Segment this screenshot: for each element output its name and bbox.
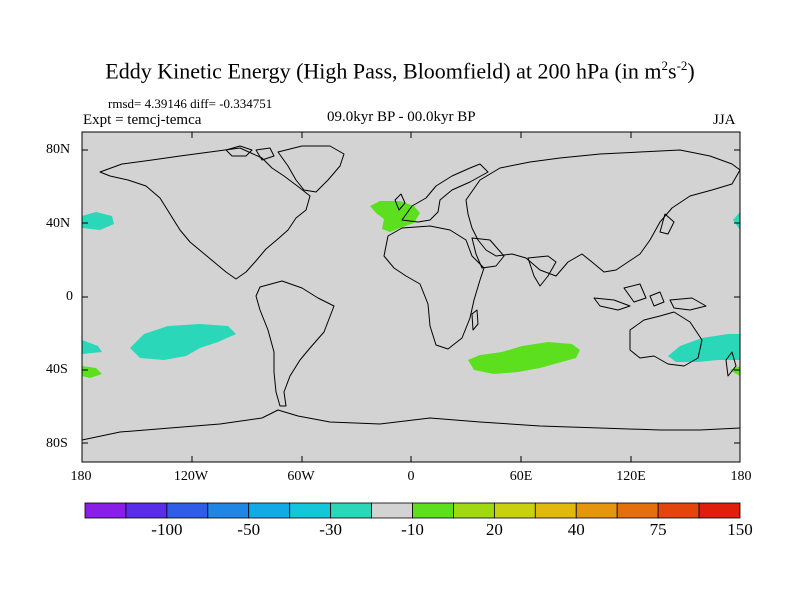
- colorbar-label: 40: [567, 520, 585, 539]
- north-pacific-west-cyan: [82, 212, 114, 230]
- lat-label-80s: 80S: [46, 436, 68, 451]
- south-pacific-west-edge-cyan: [82, 340, 102, 354]
- north-pacific-east-cyan: [733, 212, 740, 230]
- lon-label-120w: 120W: [173, 469, 209, 484]
- colorbar-swatch: [453, 502, 495, 519]
- colorbar-swatch: [166, 502, 209, 519]
- colorbar-label: -30: [319, 520, 342, 539]
- south-indian-ocean-green: [468, 342, 580, 374]
- south-west-edge-green: [82, 366, 102, 378]
- colorbar-swatch: [371, 502, 413, 519]
- colorbar-swatch: [84, 502, 127, 519]
- anomaly-regions: [82, 201, 740, 378]
- colorbar-swatch: [248, 502, 291, 519]
- colorbar: [84, 502, 741, 519]
- colorbar-swatch: [289, 502, 332, 519]
- season-label: JJA: [713, 112, 736, 128]
- colorbar-swatch: [330, 502, 372, 519]
- colorbar-label: 75: [649, 520, 667, 539]
- south-pacific-cyan: [130, 324, 236, 360]
- coastlines: [82, 145, 740, 441]
- colorbar-swatch: [575, 502, 618, 519]
- lat-label-80n: 80N: [46, 142, 71, 157]
- colorbar-label: 150: [727, 520, 753, 539]
- stats-label: rmsd= 4.39146 diff= -0.334751: [108, 96, 273, 111]
- colorbar-label: -100: [151, 520, 183, 539]
- experiment-label: Expt = temcj-temca: [83, 112, 202, 128]
- chart-title: Eddy Kinetic Energy (High Pass, Bloomfie…: [105, 58, 695, 84]
- colorbar-swatch: [616, 502, 659, 519]
- colorbar-label: -10: [401, 520, 424, 539]
- colorbar-swatch: [493, 502, 536, 519]
- tasman-cyan: [668, 334, 740, 362]
- colorbar-label: -50: [237, 520, 261, 539]
- lat-label-40n: 40N: [46, 216, 71, 231]
- period-label: 09.0kyr BP - 00.0kyr BP: [327, 109, 476, 125]
- lon-label-0: 0: [407, 469, 415, 484]
- colorbar-swatch: [534, 502, 577, 519]
- lat-label-40s: 40S: [46, 362, 68, 377]
- colorbar-swatch: [412, 502, 454, 519]
- colorbar-swatch: [698, 502, 741, 519]
- lon-label-180e: 180: [730, 469, 752, 484]
- colorbar-swatch: [125, 502, 168, 519]
- colorbar-swatch: [657, 502, 700, 519]
- europe-green: [370, 201, 420, 232]
- lon-label-60e: 60E: [509, 469, 533, 484]
- lon-label-180w: 180: [70, 469, 92, 484]
- lon-label-60w: 60W: [287, 469, 315, 484]
- lon-label-120e: 120E: [616, 469, 646, 484]
- map-ticks: [82, 132, 740, 462]
- lat-label-0: 0: [66, 289, 73, 304]
- colorbar-swatch: [207, 502, 250, 519]
- south-east-edge-green: [730, 366, 740, 376]
- colorbar-label: 20: [485, 520, 503, 539]
- map-background: [82, 132, 740, 462]
